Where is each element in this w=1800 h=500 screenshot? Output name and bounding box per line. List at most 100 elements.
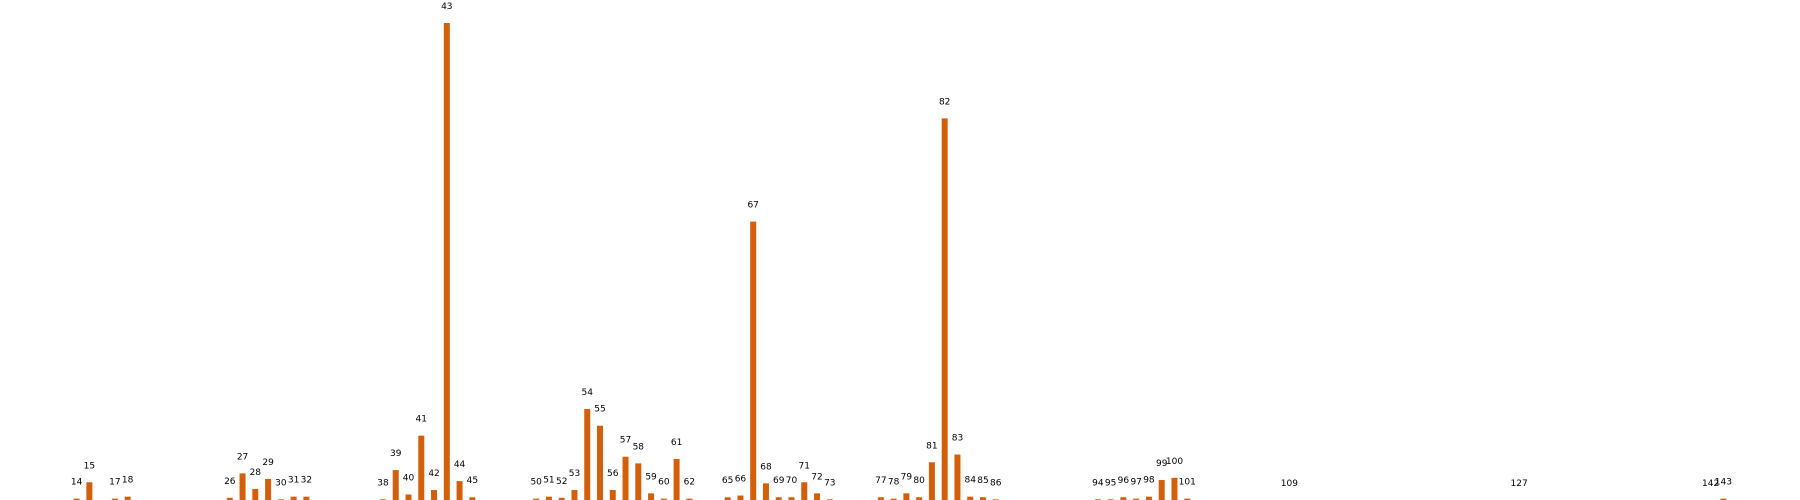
bar-label-38: 38 — [377, 478, 389, 488]
bar-26 — [226, 497, 233, 500]
bar-label-17: 17 — [109, 478, 120, 488]
bar-14 — [73, 498, 80, 500]
bar-41 — [418, 435, 425, 500]
bar-label-82: 82 — [939, 97, 950, 107]
bar-label-62: 62 — [684, 478, 695, 488]
bar-17 — [111, 498, 118, 500]
bar-label-57: 57 — [620, 436, 631, 446]
bar-label-80: 80 — [913, 476, 925, 486]
bar-label-85: 85 — [977, 476, 988, 486]
bar-label-83: 83 — [952, 434, 963, 444]
bar-label-100: 100 — [1166, 457, 1183, 467]
bar-143 — [1720, 498, 1727, 500]
bar-label-56: 56 — [607, 469, 619, 479]
bar-60 — [660, 498, 667, 500]
bar-label-70: 70 — [786, 476, 798, 486]
bar-label-101: 101 — [1179, 478, 1196, 488]
bar-label-54: 54 — [582, 388, 594, 398]
bar-70 — [788, 497, 795, 500]
bar-label-71: 71 — [799, 461, 810, 471]
bar-label-143: 143 — [1715, 478, 1732, 488]
bar-label-61: 61 — [671, 438, 682, 448]
bar-label-78: 78 — [888, 478, 900, 488]
bar-51 — [545, 496, 552, 500]
bar-56 — [609, 490, 616, 500]
bar-label-59: 59 — [645, 472, 657, 482]
bar-78 — [890, 498, 897, 500]
bar-label-29: 29 — [262, 458, 274, 468]
bar-77 — [877, 497, 884, 500]
bar-label-32: 32 — [301, 476, 312, 486]
bar-label-15: 15 — [84, 461, 95, 471]
bar-42 — [431, 490, 438, 500]
bar-label-28: 28 — [250, 468, 262, 478]
bar-43 — [443, 23, 450, 500]
bar-label-96: 96 — [1118, 476, 1130, 486]
bar-label-97: 97 — [1130, 478, 1141, 488]
bar-45 — [469, 497, 476, 500]
bar-100 — [1171, 477, 1178, 500]
bar-label-77: 77 — [875, 476, 886, 486]
bar-label-72: 72 — [811, 472, 822, 482]
bar-label-67: 67 — [747, 201, 758, 211]
bar-54 — [584, 409, 591, 500]
bar-label-52: 52 — [556, 477, 567, 487]
bar-label-55: 55 — [594, 405, 605, 415]
bar-label-42: 42 — [428, 469, 439, 479]
bar-label-41: 41 — [416, 415, 427, 425]
bar-69 — [775, 497, 782, 500]
bar-label-14: 14 — [71, 478, 83, 488]
bar-59 — [648, 493, 655, 500]
bar-67 — [750, 221, 757, 500]
bar-label-31: 31 — [288, 476, 299, 486]
bar-label-45: 45 — [467, 476, 478, 486]
bar-label-51: 51 — [543, 476, 554, 486]
bar-80 — [916, 497, 923, 500]
bar-44 — [456, 481, 463, 500]
bar-28 — [252, 488, 259, 500]
bar-62 — [686, 498, 693, 500]
bar-label-58: 58 — [633, 442, 645, 452]
bar-72 — [814, 493, 821, 500]
bar-label-43: 43 — [441, 2, 452, 12]
bar-29 — [265, 478, 272, 500]
bar-label-30: 30 — [275, 478, 287, 488]
bar-label-44: 44 — [454, 460, 466, 470]
bar-101 — [1184, 498, 1191, 500]
bar-label-26: 26 — [224, 477, 236, 487]
bar-57 — [622, 456, 629, 500]
bar-84 — [967, 496, 974, 500]
bar-85 — [979, 497, 986, 500]
bar-label-68: 68 — [760, 462, 772, 472]
bar-label-99: 99 — [1156, 459, 1168, 469]
bar-label-65: 65 — [722, 476, 733, 486]
bar-label-81: 81 — [926, 441, 937, 451]
bar-27 — [239, 473, 246, 500]
bar-58 — [635, 463, 642, 500]
bar-99 — [1158, 480, 1165, 500]
bar-label-18: 18 — [122, 476, 134, 486]
bar-65 — [724, 497, 731, 500]
bar-label-50: 50 — [530, 478, 542, 488]
bar-83 — [954, 454, 961, 500]
bar-label-95: 95 — [1105, 478, 1116, 488]
bar-label-27: 27 — [237, 452, 248, 462]
bar-label-127: 127 — [1511, 479, 1528, 489]
bar-97 — [1133, 498, 1140, 500]
bar-label-69: 69 — [773, 476, 785, 486]
bar-55 — [597, 425, 603, 500]
bar-32 — [303, 496, 310, 500]
bars-group — [73, 23, 1727, 500]
bar-label-94: 94 — [1092, 478, 1104, 488]
bar-label-142: 142 — [1702, 479, 1719, 489]
bar-label-79: 79 — [901, 472, 913, 482]
bar-79 — [903, 493, 910, 500]
bar-61 — [673, 458, 680, 500]
bar-66 — [737, 495, 744, 500]
bar-50 — [533, 498, 540, 500]
bar-label-84: 84 — [964, 476, 976, 486]
bar-15 — [86, 482, 93, 500]
bar-40 — [405, 494, 412, 500]
bar-53 — [571, 490, 578, 500]
